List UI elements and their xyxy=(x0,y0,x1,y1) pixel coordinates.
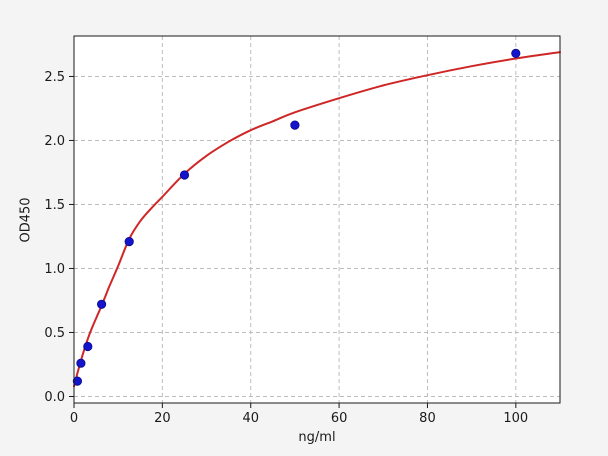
x-tick-label: 0 xyxy=(70,411,78,426)
x-axis-label: ng/ml xyxy=(298,430,336,445)
y-tick-label: 1.5 xyxy=(44,198,65,213)
y-tick-label: 2.5 xyxy=(44,70,65,85)
x-tick-label: 60 xyxy=(331,411,348,426)
data-point xyxy=(76,358,86,368)
plot-area xyxy=(74,36,560,403)
y-tick-label: 2.0 xyxy=(44,134,65,149)
y-tick-label: 0.0 xyxy=(44,390,65,405)
data-point xyxy=(124,237,134,247)
data-point xyxy=(97,299,107,309)
data-point xyxy=(511,48,521,59)
x-tick-label: 100 xyxy=(503,411,528,426)
data-point xyxy=(72,376,83,386)
y-axis-label: OD450 xyxy=(18,197,34,243)
data-point xyxy=(290,120,300,130)
y-tick-label: 0.5 xyxy=(44,326,65,341)
x-tick-label: 20 xyxy=(154,411,171,426)
x-tick-label: 40 xyxy=(242,411,259,426)
fit-curve xyxy=(73,51,561,388)
data-point xyxy=(83,341,93,352)
axes-spines xyxy=(73,35,561,404)
y-tick-label: 1.0 xyxy=(44,262,65,277)
data-point xyxy=(179,170,190,180)
x-tick-label: 80 xyxy=(419,411,436,426)
